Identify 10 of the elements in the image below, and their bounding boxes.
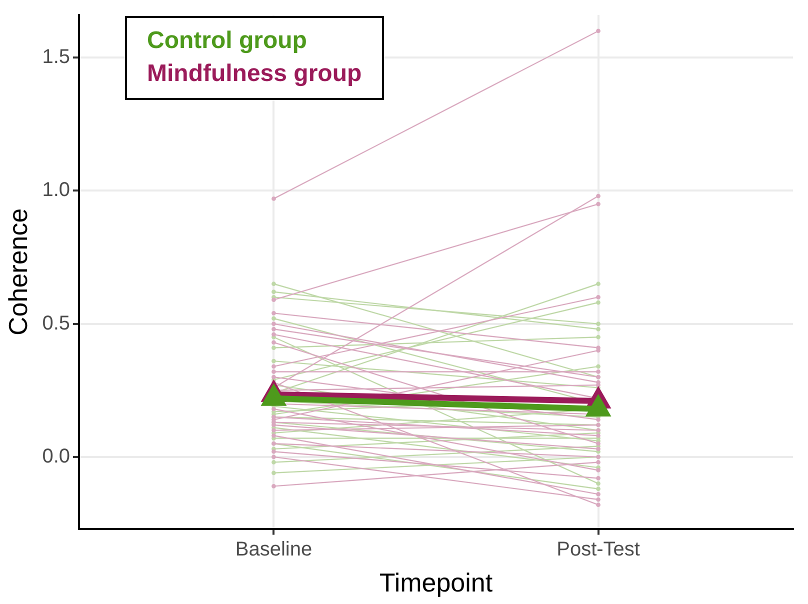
x-tick-label: Baseline — [235, 538, 312, 560]
y-axis-title: Coherence — [2, 208, 33, 336]
y-tick-label: 1.0 — [42, 179, 70, 202]
text: Control group — [147, 26, 308, 56]
text: Mindfulness group — [147, 59, 362, 89]
x-axis-title: Timepoint — [379, 568, 494, 598]
y-tick-label: 0.0 — [42, 445, 70, 468]
y-tick-label: 0.5 — [42, 312, 70, 334]
y-tick-label: 1.5 — [42, 46, 70, 68]
x-tick-label: Post-Test — [556, 538, 640, 560]
